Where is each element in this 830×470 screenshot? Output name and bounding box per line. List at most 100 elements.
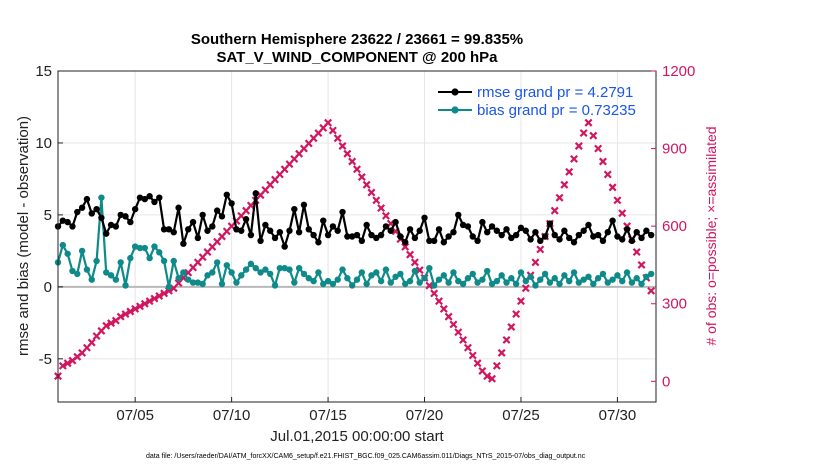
obs-assimilated-point bbox=[570, 154, 578, 163]
left-tick-label: 0 bbox=[44, 279, 52, 296]
right-tick-label: 900 bbox=[662, 141, 687, 158]
rmse-point bbox=[59, 217, 67, 224]
obs-x-stroke bbox=[516, 297, 525, 306]
obs-assimilated-point bbox=[131, 304, 140, 313]
rmse-point bbox=[590, 233, 597, 240]
bias-point bbox=[565, 277, 573, 285]
obs-x-stroke bbox=[121, 310, 130, 319]
rmse-point bbox=[643, 227, 650, 234]
rmse-point bbox=[363, 221, 370, 229]
bias-point bbox=[561, 272, 568, 279]
bias-point bbox=[122, 282, 129, 289]
rmse-point bbox=[517, 224, 525, 232]
rmse-point bbox=[570, 239, 578, 246]
rmse-point bbox=[556, 236, 563, 243]
obs-x-stroke bbox=[136, 302, 144, 311]
bias-point bbox=[74, 270, 81, 278]
obs-x-stroke bbox=[328, 126, 337, 135]
obs-x-stroke bbox=[488, 374, 497, 383]
bias-point bbox=[315, 269, 322, 276]
rmse-point bbox=[141, 195, 149, 203]
rmse-point bbox=[320, 217, 327, 224]
obs-x-stroke bbox=[459, 335, 468, 344]
obs-assimilated-point bbox=[444, 312, 453, 321]
rmse-point bbox=[532, 228, 539, 236]
bias-point bbox=[310, 277, 317, 285]
bias-point bbox=[127, 254, 134, 262]
bias-point bbox=[131, 243, 139, 250]
obs-assimilated-point bbox=[116, 312, 125, 321]
obs-assimilated-point bbox=[367, 188, 376, 197]
obs-x-stroke bbox=[126, 307, 135, 316]
rmse-point bbox=[146, 193, 153, 200]
obs-x-stroke bbox=[647, 286, 656, 295]
rmse-point bbox=[218, 213, 226, 220]
obs-x-stroke bbox=[444, 312, 453, 321]
bias-point bbox=[242, 266, 250, 273]
bias-point bbox=[464, 275, 472, 282]
rmse-point bbox=[416, 227, 423, 234]
rmse-point bbox=[151, 198, 158, 206]
bias-point bbox=[180, 269, 187, 276]
bias-point bbox=[459, 280, 467, 288]
obs-x-stroke bbox=[454, 328, 463, 337]
bias-point bbox=[69, 267, 76, 275]
obs-x-stroke bbox=[160, 289, 169, 298]
bias-line bbox=[56, 196, 652, 288]
obs-x-stroke bbox=[353, 165, 361, 174]
left-tick-label: -5 bbox=[39, 351, 52, 368]
rmse-point bbox=[165, 226, 173, 233]
obs-x-stroke bbox=[435, 297, 443, 306]
bias-point bbox=[305, 275, 312, 282]
rmse-point bbox=[300, 201, 308, 209]
obs-x-stroke bbox=[140, 299, 149, 308]
bias-point bbox=[527, 273, 534, 280]
bias-point bbox=[493, 277, 501, 285]
bias-point bbox=[160, 257, 168, 265]
obs-assimilated-point bbox=[435, 297, 443, 306]
bias-point bbox=[185, 276, 192, 283]
obs-assimilated-point bbox=[348, 157, 357, 166]
rmse-point bbox=[199, 211, 206, 219]
obs-assimilated-point bbox=[401, 242, 410, 251]
bias-point bbox=[348, 282, 356, 289]
bias-point bbox=[570, 269, 578, 276]
plot-border bbox=[57, 70, 657, 403]
bias-point bbox=[213, 259, 221, 266]
obs-assimilated-point bbox=[516, 297, 525, 306]
rmse-point bbox=[107, 221, 115, 229]
rmse-point bbox=[112, 223, 120, 230]
rmse-point bbox=[334, 227, 341, 234]
obs-x-stroke bbox=[131, 304, 140, 313]
bias-series bbox=[54, 194, 655, 291]
obs-x-stroke bbox=[145, 297, 154, 306]
bias-point bbox=[262, 266, 269, 273]
obs-assimilated-point bbox=[333, 134, 342, 143]
x-tick-label: 07/20 bbox=[406, 407, 444, 424]
obs-assimilated-point bbox=[107, 319, 116, 328]
bias-point bbox=[522, 277, 529, 285]
obs-assimilated-point bbox=[637, 260, 646, 269]
right-tick-label: 600 bbox=[662, 218, 687, 235]
bias-point bbox=[546, 279, 554, 286]
bias-point bbox=[363, 280, 370, 288]
data-file-footnote: data file: /Users/raeder/DAI/ATM_forcXX/… bbox=[146, 453, 586, 460]
bias-point bbox=[233, 279, 240, 286]
obs-assimilated-point bbox=[449, 320, 458, 329]
obs-x-stroke bbox=[603, 170, 612, 179]
obs-x-stroke bbox=[579, 129, 588, 138]
left-tick-label: 15 bbox=[35, 63, 52, 80]
bias-point bbox=[411, 267, 419, 275]
rmse-point bbox=[623, 226, 631, 233]
obs-assimilated-point bbox=[483, 372, 492, 381]
right-tick-label: 300 bbox=[662, 296, 687, 313]
bias-point bbox=[479, 276, 486, 283]
bias-point bbox=[199, 280, 206, 288]
bias-point bbox=[98, 194, 105, 201]
rmse-point bbox=[599, 237, 607, 245]
rmse-point bbox=[136, 194, 144, 201]
obs-assimilated-point bbox=[121, 310, 130, 319]
rmse-point bbox=[406, 226, 414, 233]
rmse-point bbox=[204, 227, 211, 234]
rmse-point bbox=[421, 214, 428, 221]
